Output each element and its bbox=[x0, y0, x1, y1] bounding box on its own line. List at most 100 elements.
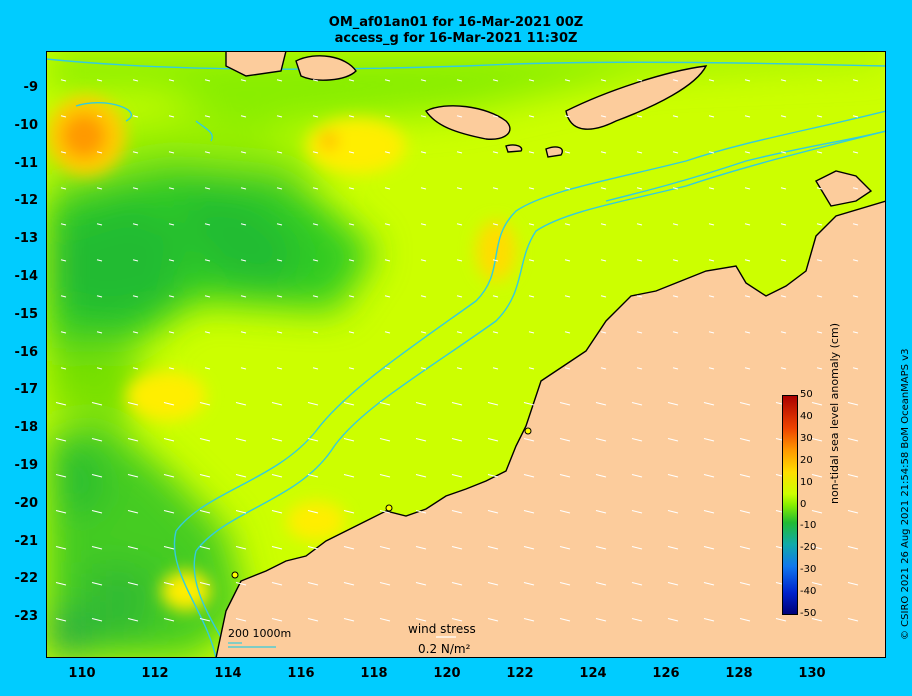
wind-arrow bbox=[132, 259, 139, 262]
wind-arrow bbox=[91, 618, 103, 622]
wind-arrow bbox=[132, 151, 139, 154]
y-tick-label: -19 bbox=[14, 458, 39, 473]
x-tick-label: 130 bbox=[798, 666, 826, 681]
wind-arrow bbox=[415, 474, 427, 478]
wind-arrow bbox=[564, 79, 571, 82]
wind-arrow bbox=[60, 115, 67, 118]
wind-arrow bbox=[600, 259, 607, 262]
wind-arrow bbox=[91, 582, 103, 586]
wind-arrow bbox=[852, 331, 859, 334]
wind-arrow bbox=[708, 115, 715, 118]
wind-arrow bbox=[847, 402, 859, 406]
wind-arrow bbox=[523, 546, 535, 550]
wind-arrow bbox=[96, 295, 103, 298]
wind-arrow bbox=[240, 367, 247, 370]
wind-arrow bbox=[276, 223, 283, 226]
wind-arrow bbox=[451, 546, 463, 550]
wind-arrow bbox=[667, 582, 679, 586]
wind-arrow bbox=[235, 402, 247, 406]
wind-arrow bbox=[528, 331, 535, 334]
wind-arrow bbox=[811, 582, 823, 586]
wind-arrow bbox=[168, 79, 175, 82]
wind-arrow bbox=[595, 546, 607, 550]
wind-arrow bbox=[312, 367, 319, 370]
wind-arrow bbox=[780, 79, 787, 82]
wind-arrow bbox=[307, 474, 319, 478]
wind-arrow bbox=[384, 187, 391, 190]
wind-arrow bbox=[415, 402, 427, 406]
wind-arrow bbox=[96, 187, 103, 190]
wind-arrow bbox=[415, 582, 427, 586]
wind-arrow bbox=[96, 79, 103, 82]
wind-arrow bbox=[60, 79, 67, 82]
wind-arrow bbox=[744, 331, 751, 334]
x-tick-label: 110 bbox=[68, 666, 96, 681]
wind-arrow bbox=[816, 331, 823, 334]
wind-arrow bbox=[672, 259, 679, 262]
wind-arrow bbox=[163, 474, 175, 478]
wind-arrow bbox=[312, 187, 319, 190]
wind-arrow bbox=[132, 115, 139, 118]
wind-arrow bbox=[559, 402, 571, 406]
wind-arrow bbox=[240, 259, 247, 262]
colorbar-tick-label: -50 bbox=[800, 608, 817, 619]
wind-arrow bbox=[780, 331, 787, 334]
wind-arrow bbox=[307, 402, 319, 406]
wind-arrow bbox=[739, 546, 751, 550]
wind-arrow bbox=[60, 259, 67, 262]
wind-arrow bbox=[852, 295, 859, 298]
wind-arrow bbox=[163, 618, 175, 622]
wind-arrow bbox=[744, 223, 751, 226]
wind-arrow bbox=[307, 510, 319, 514]
wind-arrow bbox=[96, 151, 103, 154]
credit-text: © CSIRO 2021 26 Aug 2021 21:54:58 BoM Oc… bbox=[900, 348, 911, 641]
wind-arrow bbox=[343, 474, 355, 478]
wind-arrow bbox=[343, 546, 355, 550]
wind-arrow bbox=[163, 402, 175, 406]
wind-arrow bbox=[852, 223, 859, 226]
wind-arrow bbox=[235, 582, 247, 586]
wind-arrow bbox=[456, 115, 463, 118]
wind-arrow bbox=[420, 223, 427, 226]
wind-arrow bbox=[780, 223, 787, 226]
wind-arrow bbox=[631, 510, 643, 514]
x-tick-label: 114 bbox=[214, 666, 242, 681]
y-tick-label: -23 bbox=[14, 609, 39, 625]
wind-arrow bbox=[847, 618, 859, 622]
sea-level-map bbox=[46, 51, 886, 658]
wind-arrow bbox=[492, 331, 499, 334]
wind-arrow bbox=[276, 187, 283, 190]
wind-arrow bbox=[276, 295, 283, 298]
wind-arrow bbox=[775, 618, 787, 622]
wind-arrow bbox=[199, 474, 211, 478]
wind-arrow bbox=[420, 187, 427, 190]
x-tick-label: 124 bbox=[579, 666, 607, 681]
wind-arrow bbox=[672, 151, 679, 154]
wind-arrow bbox=[379, 474, 391, 478]
wind-arrow bbox=[739, 438, 751, 442]
wind-arrow bbox=[420, 79, 427, 82]
wind-arrow bbox=[348, 295, 355, 298]
colorbar-tick-label: -10 bbox=[800, 520, 817, 532]
wind-arrow bbox=[564, 223, 571, 226]
wind-arrow bbox=[816, 79, 823, 82]
wind-arrow bbox=[60, 223, 67, 226]
wind-arrow bbox=[420, 115, 427, 118]
wind-arrow bbox=[168, 331, 175, 334]
wind-arrow bbox=[276, 115, 283, 118]
wind-arrow bbox=[127, 618, 139, 622]
wind-arrow bbox=[127, 582, 139, 586]
wind-arrow bbox=[636, 367, 643, 370]
wind-arrow bbox=[636, 331, 643, 334]
wind-arrow bbox=[708, 295, 715, 298]
wind-arrow bbox=[559, 582, 571, 586]
wind-arrow bbox=[235, 546, 247, 550]
wind-arrow bbox=[199, 510, 211, 514]
wind-arrow bbox=[780, 151, 787, 154]
wind-arrow bbox=[415, 510, 427, 514]
x-tick-label: 122 bbox=[506, 666, 534, 681]
wind-arrow bbox=[451, 510, 463, 514]
wind-arrow bbox=[343, 582, 355, 586]
wind-arrow bbox=[415, 618, 427, 622]
wind-vectors bbox=[55, 79, 859, 622]
